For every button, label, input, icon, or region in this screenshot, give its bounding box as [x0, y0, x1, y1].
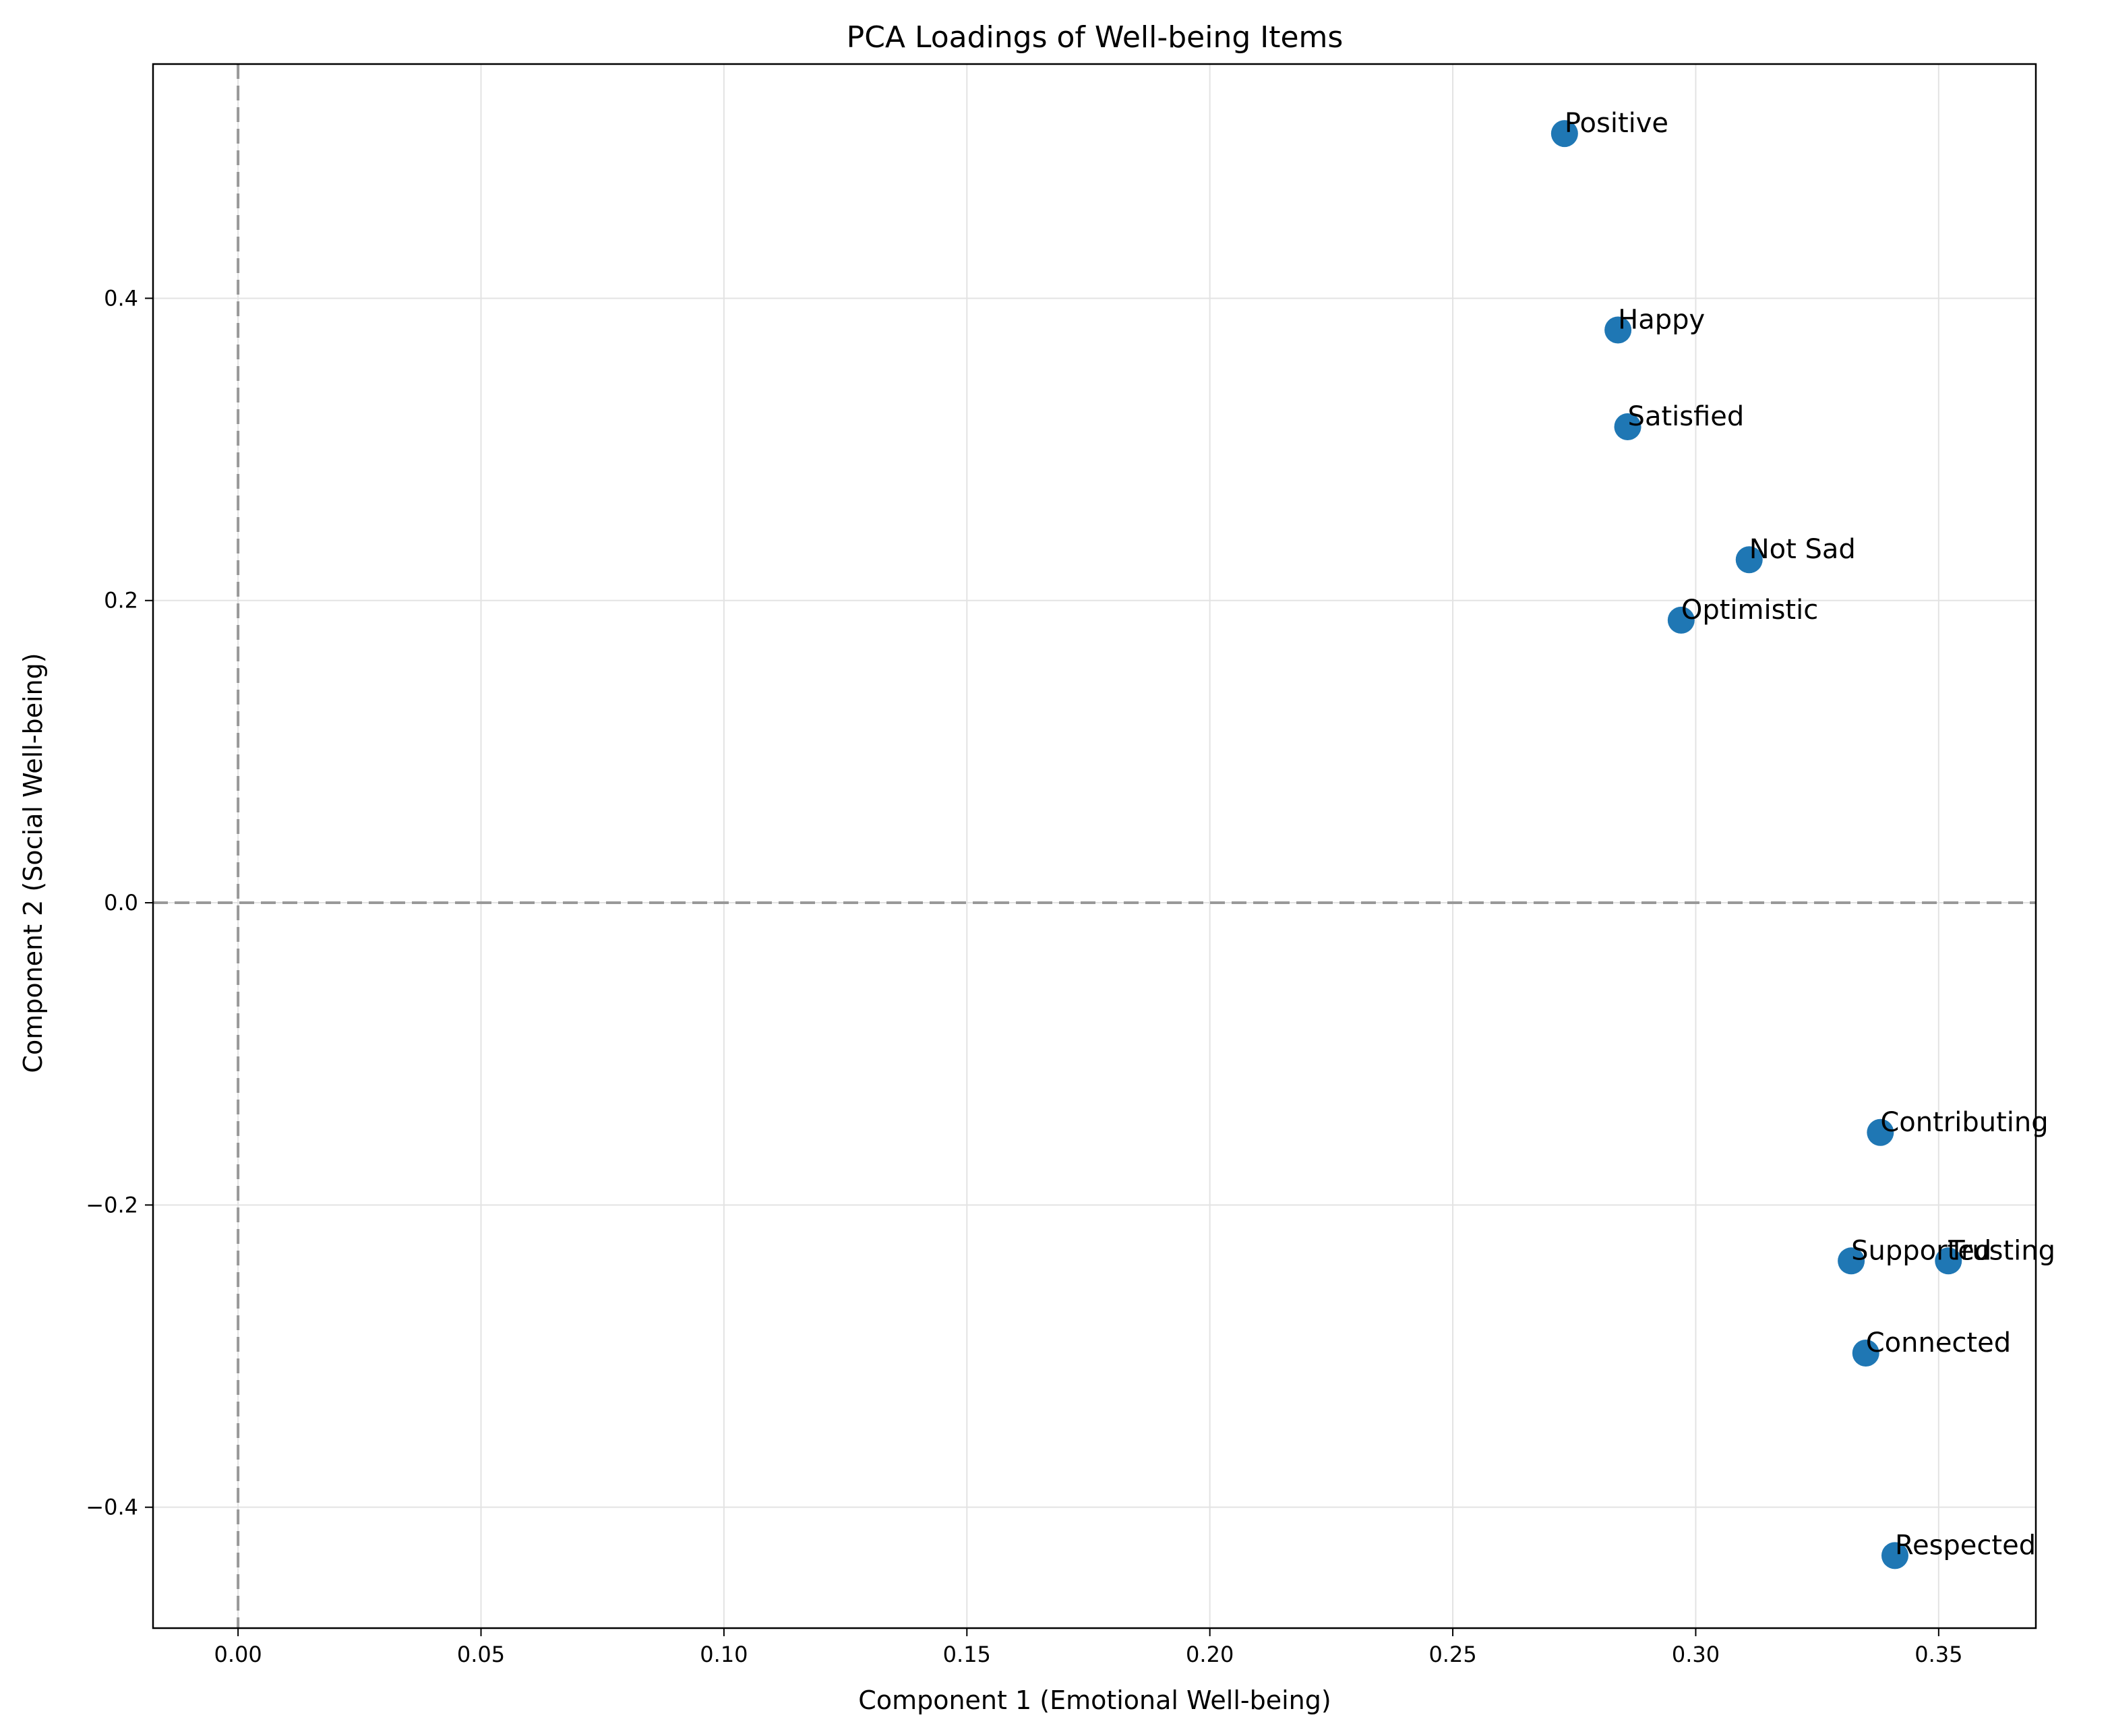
data-point-not-sad: [1735, 546, 1763, 574]
point-label-not-sad: Not Sad: [1749, 534, 1856, 565]
x-tick-label: 0.30: [1672, 1642, 1720, 1667]
point-label-positive: Positive: [1565, 108, 1668, 139]
point-label-satisfied: Satisfied: [1628, 401, 1745, 432]
y-tick-label: 0.2: [104, 588, 138, 613]
x-tick-label: 0.25: [1428, 1642, 1476, 1667]
x-tick-label: 0.10: [700, 1642, 748, 1667]
y-tick-label: 0.0: [104, 890, 138, 916]
x-tick-label: 0.00: [214, 1642, 262, 1667]
plot-frame: [152, 63, 2037, 1629]
y-axis-ticks: −0.4 −0.2 0.0 0.2 0.4: [86, 285, 153, 1520]
point-label-supported: Supported: [1851, 1235, 1991, 1266]
point-label-happy: Happy: [1618, 305, 1705, 336]
y-tick-label: 0.4: [104, 285, 138, 311]
data-point-connected: [1852, 1340, 1879, 1367]
data-point-supported: [1838, 1247, 1865, 1275]
data-point-happy: [1604, 316, 1632, 344]
point-label-respected: Respected: [1895, 1530, 2036, 1561]
point-label-contributing: Contributing: [1880, 1107, 2048, 1138]
data-points: [1550, 120, 1962, 1569]
x-tick-label: 0.15: [943, 1642, 991, 1667]
chart-title: PCA Loadings of Well-being Items: [847, 20, 1344, 55]
point-label-connected: Connected: [1866, 1327, 2011, 1358]
data-point-positive: [1550, 120, 1578, 148]
x-axis-ticks: 0.00 0.05 0.10 0.15 0.20 0.25 0.30 0.35: [214, 1628, 1962, 1667]
data-point-optimistic: [1667, 606, 1695, 634]
reference-lines: [153, 64, 2036, 1628]
x-tick-label: 0.20: [1186, 1642, 1234, 1667]
x-tick-label: 0.35: [1915, 1642, 1962, 1667]
data-point-satisfied: [1614, 413, 1641, 440]
y-tick-label: −0.2: [86, 1192, 138, 1218]
data-point-contributing: [1867, 1118, 1894, 1146]
data-point-respected: [1881, 1542, 1908, 1569]
y-tick-label: −0.4: [86, 1495, 138, 1520]
y-axis-label: Component 2 (Social Well-being): [18, 653, 48, 1073]
point-label-optimistic: Optimistic: [1681, 595, 1818, 626]
point-labels: Positive Happy Satisfied Not Sad Optimistic C…: [1565, 108, 2055, 1561]
x-axis-label: Component 1 (Emotional Well-being): [858, 1685, 1331, 1715]
point-label-trusting: Trusting: [1948, 1235, 2055, 1266]
data-point-trusting: [1935, 1247, 1962, 1275]
x-tick-label: 0.05: [457, 1642, 505, 1667]
